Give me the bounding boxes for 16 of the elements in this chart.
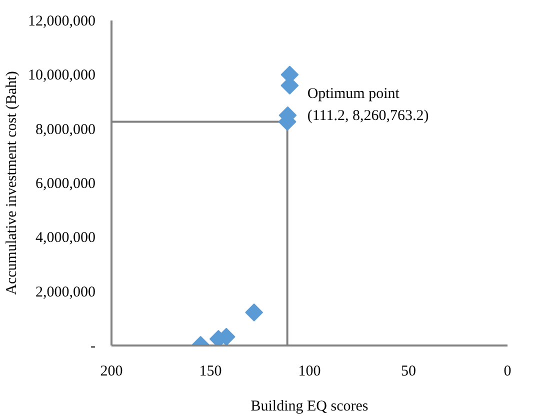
x-tick-label: 150 [199,364,222,380]
y-tick-label: 8,000,000 [36,122,96,138]
x-axis-title: Building EQ scores [250,398,368,414]
annotation: Optimum point (111.2, 8,260,763.2) [307,86,429,124]
x-tick-label: 0 [504,364,512,380]
y-tick-label: 4,000,000 [36,230,96,246]
point [245,303,264,322]
y-tick-label: 10,000,000 [28,68,96,84]
y-tick-label: 12,000,000 [28,14,96,30]
y-axis-title: Accumulative investment cost (Baht) [4,71,20,295]
y-tick-label: 6,000,000 [36,176,96,192]
y-tick-label: - [90,338,96,354]
x-tick-label: 200 [100,364,123,380]
y-tick-label: 2,000,000 [36,284,96,300]
x-tick-label: 100 [298,364,321,380]
x-tick-label: 50 [401,364,416,380]
